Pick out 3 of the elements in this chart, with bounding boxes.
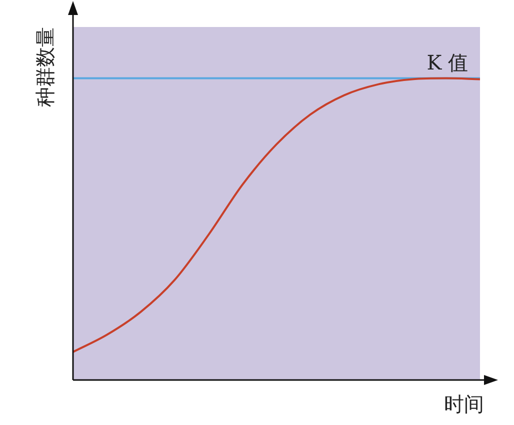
ref-line-label: K 值 (426, 50, 468, 74)
y-axis-title: 种群数量 (33, 27, 58, 107)
x-axis-title: 时间 (444, 392, 484, 416)
